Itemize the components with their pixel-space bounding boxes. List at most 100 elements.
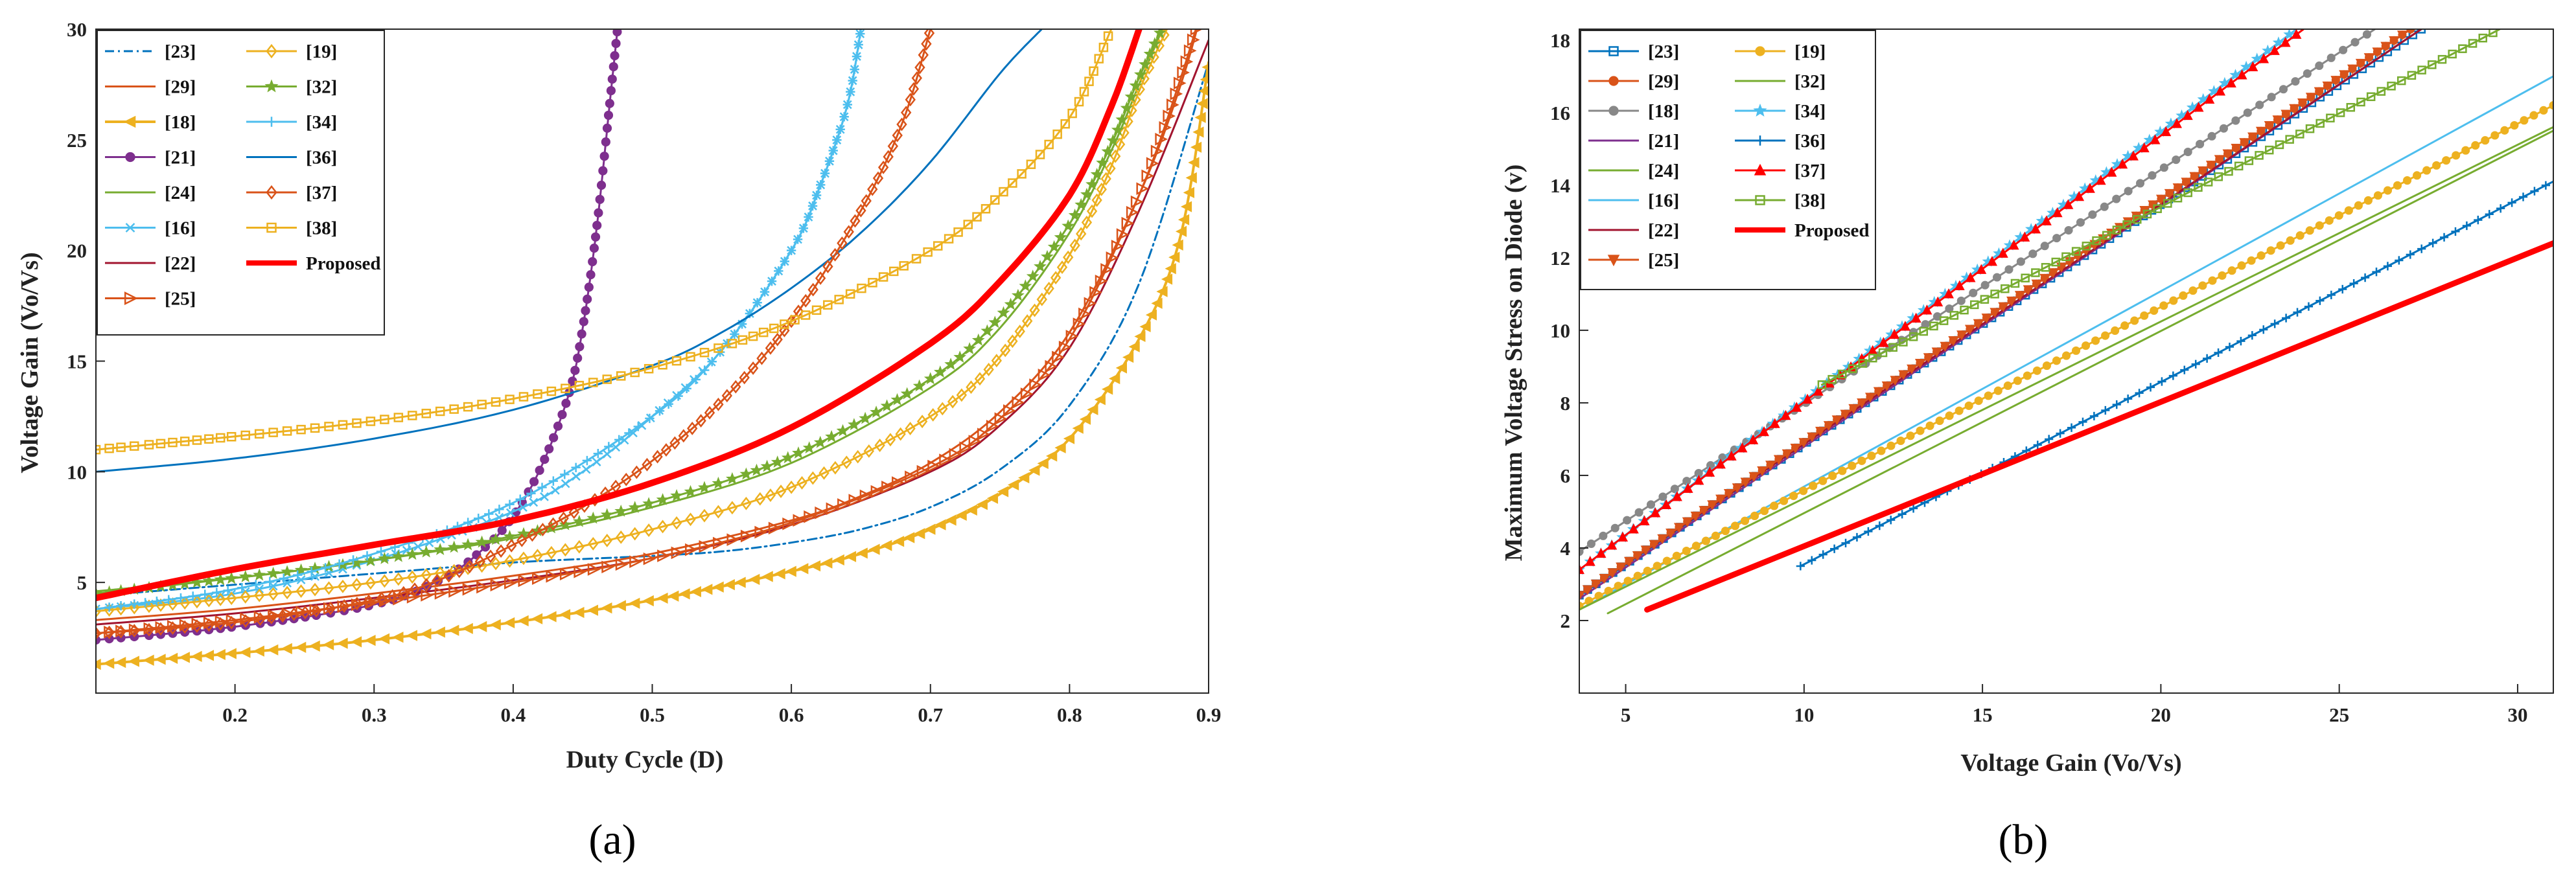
data-point-34 bbox=[571, 462, 581, 472]
data-point-34 bbox=[835, 124, 845, 134]
data-point-38 bbox=[168, 437, 178, 448]
data-point-19 bbox=[2529, 111, 2538, 120]
data-point-21 bbox=[583, 294, 592, 304]
data-point-19 bbox=[1114, 137, 1126, 152]
data-point-37 bbox=[568, 505, 579, 519]
data-point-18 bbox=[1028, 464, 1040, 476]
data-point-19 bbox=[1780, 496, 1789, 505]
data-point-38 bbox=[408, 411, 417, 420]
data-point-38 bbox=[1868, 353, 1877, 363]
data-point-18 bbox=[2028, 249, 2037, 258]
data-point-32 bbox=[1062, 219, 1075, 232]
data-point-19 bbox=[281, 586, 293, 600]
data-point-36 bbox=[2451, 227, 2460, 236]
data-point-32 bbox=[1011, 288, 1025, 301]
data-point-19 bbox=[643, 523, 655, 537]
data-point-25 bbox=[1073, 317, 1086, 330]
data-point-38 bbox=[2417, 65, 2426, 74]
data-point-25 bbox=[671, 546, 684, 560]
data-point-19 bbox=[167, 597, 178, 611]
data-point-25 bbox=[2023, 285, 2034, 295]
y-tick-label: 14 bbox=[1550, 174, 1570, 197]
data-point-32 bbox=[559, 518, 572, 531]
data-point-18 bbox=[997, 486, 1009, 497]
data-point-37 bbox=[660, 443, 672, 457]
data-point-25 bbox=[1121, 216, 1135, 230]
data-point-32 bbox=[461, 538, 475, 551]
data-point-38 bbox=[878, 272, 888, 282]
data-point-25 bbox=[685, 543, 698, 556]
data-point-19 bbox=[1100, 172, 1111, 186]
data-point-32 bbox=[642, 497, 656, 510]
data-point-18 bbox=[322, 639, 334, 650]
data-point-38 bbox=[296, 424, 306, 435]
data-point-19 bbox=[2442, 156, 2451, 165]
data-point-18 bbox=[1139, 321, 1151, 332]
series-line-32 bbox=[1579, 126, 2553, 611]
data-point-25 bbox=[1163, 109, 1176, 122]
data-point-21 bbox=[605, 98, 614, 108]
data-point-36 bbox=[2406, 250, 2415, 259]
data-point-34 bbox=[164, 595, 174, 604]
data-point-21 bbox=[561, 398, 571, 408]
data-point-18 bbox=[2267, 93, 2276, 102]
data-point-32 bbox=[813, 435, 827, 448]
data-point-18 bbox=[1192, 126, 1204, 138]
data-point-36 bbox=[2327, 290, 2336, 299]
data-point-19 bbox=[765, 488, 776, 502]
x-tick-label: 0.5 bbox=[640, 703, 665, 726]
data-point-25 bbox=[1649, 540, 1660, 550]
data-point-38 bbox=[338, 420, 348, 430]
data-point-19 bbox=[476, 559, 487, 573]
data-point-19 bbox=[1672, 551, 1681, 560]
data-point-25 bbox=[1823, 421, 1834, 431]
data-point-38 bbox=[2437, 54, 2447, 64]
data-point-18 bbox=[1178, 214, 1190, 225]
data-point-37 bbox=[756, 351, 767, 365]
data-point-25 bbox=[2280, 109, 2292, 120]
data-point-18 bbox=[2315, 61, 2324, 71]
data-point-36 bbox=[2530, 187, 2539, 196]
data-point-18 bbox=[2279, 85, 2288, 94]
data-point-18 bbox=[2291, 77, 2300, 86]
data-point-18 bbox=[461, 622, 473, 634]
data-point-25 bbox=[2189, 172, 2200, 182]
data-point-19 bbox=[2061, 351, 2071, 360]
series-32 bbox=[96, 29, 1166, 599]
data-point-25 bbox=[870, 485, 884, 498]
data-point-32 bbox=[1111, 123, 1124, 136]
data-point-34 bbox=[852, 51, 862, 62]
data-point-36 bbox=[2485, 210, 2494, 219]
data-point-18 bbox=[191, 650, 202, 663]
data-point-25 bbox=[1141, 169, 1155, 183]
legend-label: [34] bbox=[1794, 101, 1826, 122]
data-point-18 bbox=[1165, 263, 1176, 275]
data-point-38 bbox=[990, 195, 1000, 205]
data-point-34 bbox=[2272, 36, 2285, 48]
data-point-19 bbox=[2500, 126, 2509, 135]
data-point-38 bbox=[857, 283, 866, 293]
data-point-19 bbox=[2286, 236, 2295, 245]
data-point-37 bbox=[1965, 272, 1976, 282]
data-point-25 bbox=[1100, 263, 1113, 276]
data-point-25 bbox=[1848, 404, 1859, 415]
legend-label: [34] bbox=[306, 112, 337, 133]
legend-entry-19: [19] bbox=[246, 41, 337, 62]
data-point-38 bbox=[1990, 290, 1999, 299]
data-point-25 bbox=[994, 412, 1008, 426]
data-point-25 bbox=[1740, 477, 1751, 488]
data-point-37 bbox=[2106, 166, 2117, 177]
x-tick-label: 15 bbox=[1973, 703, 1993, 726]
series-36 bbox=[96, 29, 1043, 473]
data-point-25 bbox=[1183, 44, 1197, 58]
data-point-36 bbox=[2078, 417, 2087, 426]
data-point-19 bbox=[1091, 193, 1102, 207]
legend-entry-proposed: Proposed bbox=[246, 253, 380, 274]
data-point-37 bbox=[2084, 183, 2095, 193]
data-point-19 bbox=[1974, 396, 1983, 405]
data-point-25 bbox=[629, 555, 642, 568]
data-point-34 bbox=[279, 573, 288, 584]
data-point-25 bbox=[1052, 350, 1065, 364]
data-point-38 bbox=[1878, 348, 1888, 358]
data-point-34 bbox=[752, 298, 762, 308]
